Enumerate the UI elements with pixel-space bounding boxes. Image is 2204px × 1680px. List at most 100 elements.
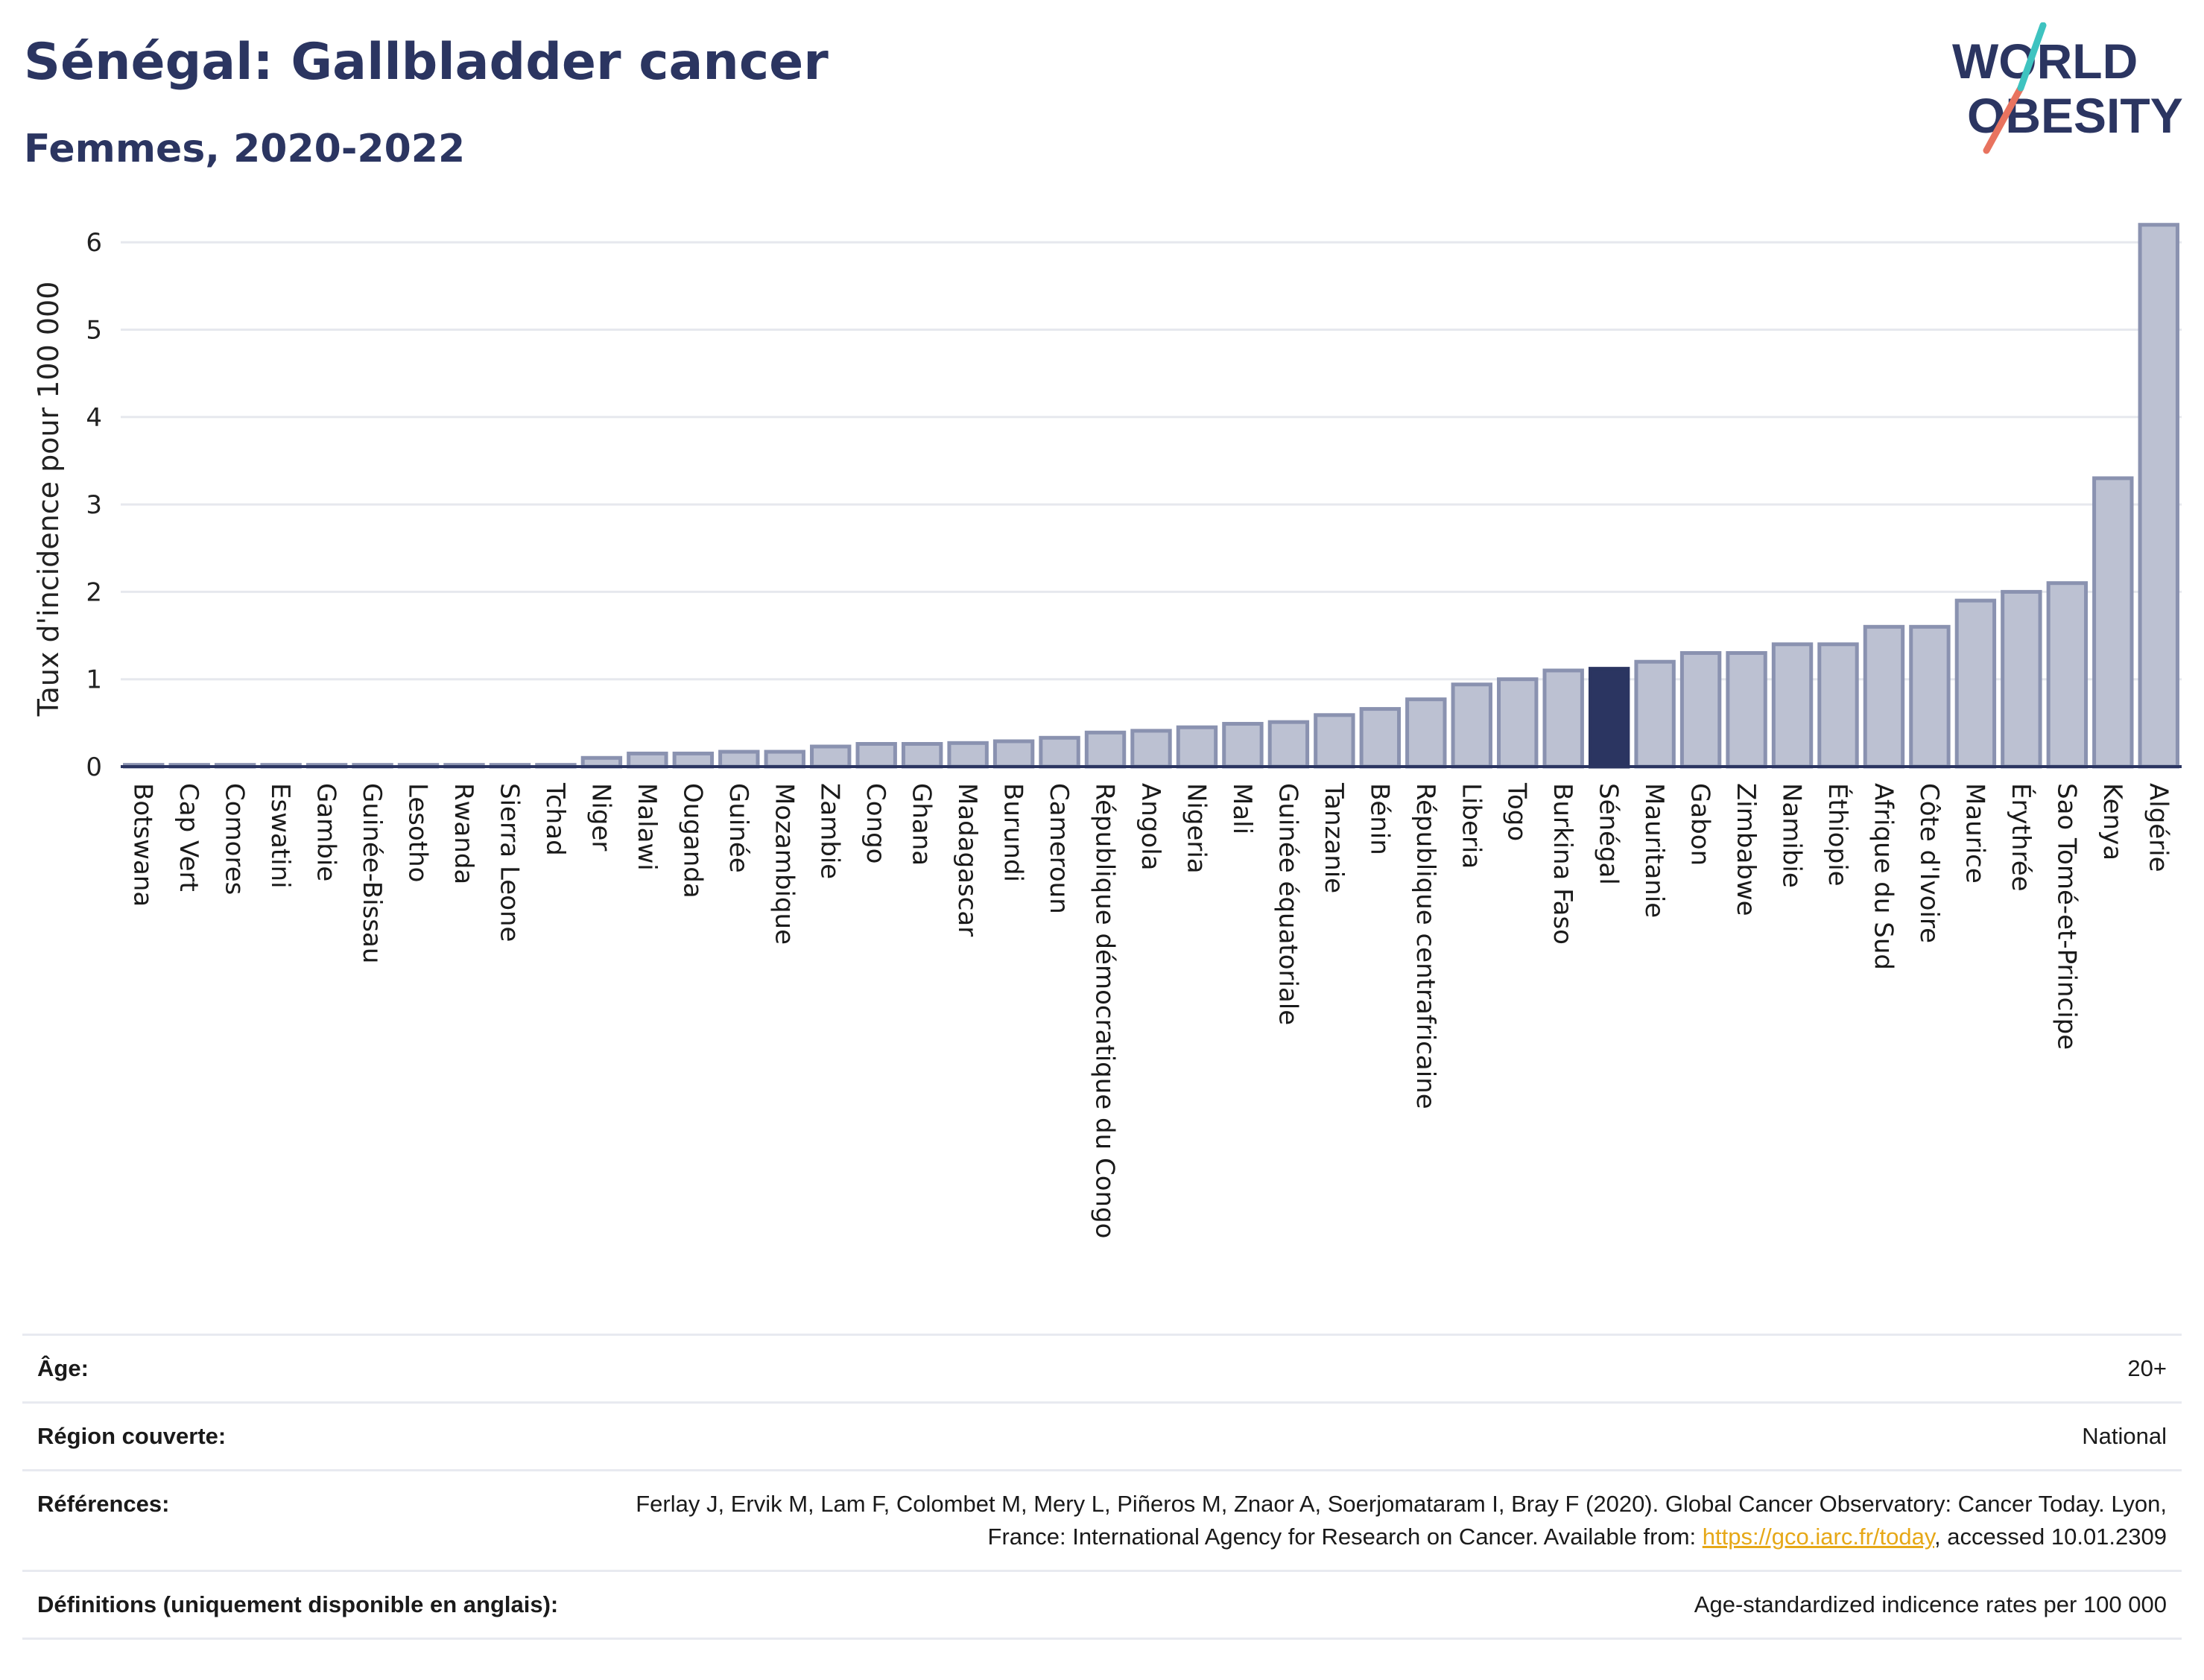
x-tick-label: Ouganda (677, 783, 707, 898)
x-tick-label: Algérie (2143, 783, 2173, 872)
bar (764, 749, 805, 769)
bar (1222, 722, 1264, 769)
y-tick-label: 2 (86, 577, 102, 607)
bar (1451, 682, 1492, 769)
bar (1542, 668, 1584, 769)
x-tick-label: Afrique du Sud (1868, 783, 1898, 970)
x-tick-label: Botswana (128, 783, 158, 907)
bar (1909, 624, 1951, 769)
bar (1954, 598, 1997, 769)
bar (2001, 589, 2042, 769)
y-tick-label: 3 (86, 490, 102, 520)
bar (1634, 659, 1676, 769)
bar (718, 749, 760, 769)
x-tick-label: Kenya (2097, 783, 2127, 860)
bar-chart: 0 1 2 3 4 5 6 Taux d'incidence pour 100 000 Bots… (32, 223, 2182, 1238)
x-tick-label: Côte d'Ivoire (1914, 783, 1944, 943)
bar (855, 742, 897, 769)
x-tick-label: Malawi (632, 783, 662, 871)
logo-line1: WORLD (1952, 34, 2138, 89)
bar (1497, 677, 1539, 769)
x-tick-label: Niger (586, 783, 615, 851)
references-value: Ferlay J, Ervik M, Lam F, Colombet M, Me… (602, 1488, 2167, 1553)
x-tick-label: Lesotho (403, 783, 433, 882)
age-label: Âge: (37, 1355, 89, 1381)
bar (1588, 667, 1630, 769)
x-tick-label: Gabon (1685, 783, 1715, 866)
y-axis-title: Taux d'incidence pour 100 000 (32, 282, 65, 717)
bar (672, 751, 715, 769)
region-value: National (2082, 1423, 2167, 1449)
logo-slash-teal (2017, 22, 2047, 92)
x-tick-label: Eswatini (265, 783, 295, 889)
y-tick-label: 0 (86, 752, 102, 782)
bar (901, 742, 943, 769)
region-label: Région couverte: (37, 1423, 227, 1449)
x-tick-label: Madagascar (952, 783, 982, 936)
x-tick-label: Zambie (815, 783, 845, 879)
x-tick-label: Liberia (1456, 783, 1486, 869)
x-tick-label: Congo (861, 783, 890, 863)
x-tick-label: Cap Vert (174, 783, 203, 892)
x-tick-label: Mozambique (769, 783, 799, 945)
definitions-label: Définitions (uniquement disponible en an… (37, 1591, 559, 1617)
x-tick-label: Guinée-Bissau (357, 783, 387, 963)
x-tick-label: Sao Tomé-et-Principe (2051, 783, 2081, 1050)
info-row-references: Références: Ferlay J, Ervik M, Lam F, Co… (22, 1469, 2182, 1570)
x-tick-label: Namibie (1777, 783, 1807, 888)
bar (947, 741, 989, 769)
bar (992, 739, 1035, 769)
references-text: Ferlay J, Ervik M, Lam F, Colombet M, Me… (636, 1491, 2167, 1550)
x-tick-label: Angola (1136, 783, 1165, 870)
x-tick-label: Éthiopie (1823, 783, 1853, 887)
x-tick-label: Mauritanie (1639, 783, 1669, 918)
logo-slash-coral (1983, 84, 2024, 154)
x-tick-label: Cameroun (1044, 783, 1074, 914)
x-tick-label: Guinée (723, 783, 753, 873)
y-tick-label: 1 (86, 665, 102, 695)
bar (1679, 651, 1722, 769)
bar (1314, 713, 1355, 769)
bar (1359, 707, 1402, 769)
info-table: Âge: 20+ Région couverte: National Référ… (22, 1334, 2182, 1640)
definitions-value: Age-standardized indicence rates per 100… (1694, 1591, 2167, 1617)
references-link[interactable]: https://gco.iarc.fr/today (1702, 1524, 1935, 1550)
info-row-region: Région couverte: National (22, 1401, 2182, 1469)
x-tick-label: Burkina Faso (1548, 783, 1577, 945)
x-tick-label: Bénin (1364, 783, 1394, 855)
bar (1084, 730, 1127, 769)
bar (1771, 642, 1814, 769)
info-row-definitions: Définitions (uniquement disponible en an… (22, 1570, 2182, 1640)
x-tick-label: République démocratique du Congo (1090, 783, 1120, 1238)
bar (1405, 697, 1447, 769)
bar (1863, 624, 1905, 769)
bar (2092, 476, 2134, 769)
x-tick-label: Sierra Leone (494, 783, 524, 942)
bar (810, 744, 852, 769)
x-tick-label: Gambie (311, 783, 341, 881)
y-tick-label: 5 (86, 315, 102, 345)
y-tick-label: 6 (86, 228, 102, 258)
bar (2138, 223, 2179, 769)
world-obesity-logo: WORLD OBESITY (1952, 22, 2183, 154)
x-tick-label: République centrafricaine (1410, 783, 1440, 1109)
x-tick-label: Guinée équatoriale (1273, 783, 1302, 1025)
bar (1726, 651, 1767, 769)
x-tick-label: Nigeria (1181, 783, 1211, 874)
x-tick-label: Tanzanie (1319, 782, 1349, 893)
x-tick-label: Rwanda (449, 783, 478, 884)
x-tick-label: Tchad (540, 782, 570, 856)
info-row-age: Âge: 20+ (22, 1334, 2182, 1401)
bar (1267, 720, 1310, 769)
y-tick-label: 4 (86, 403, 102, 433)
references-label: Références: (37, 1491, 170, 1517)
bar (1130, 729, 1172, 769)
x-tick-label: Togo (1502, 782, 1532, 841)
bar (627, 751, 668, 769)
bar (1817, 642, 1859, 769)
bar (2046, 581, 2089, 769)
x-tick-label: Érythrée (2006, 783, 2036, 892)
page-title: Sénégal: Gallbladder cancer (24, 33, 829, 92)
page-subtitle: Femmes, 2020-2022 (24, 127, 466, 171)
x-tick-label: Maurice (1960, 783, 1989, 884)
